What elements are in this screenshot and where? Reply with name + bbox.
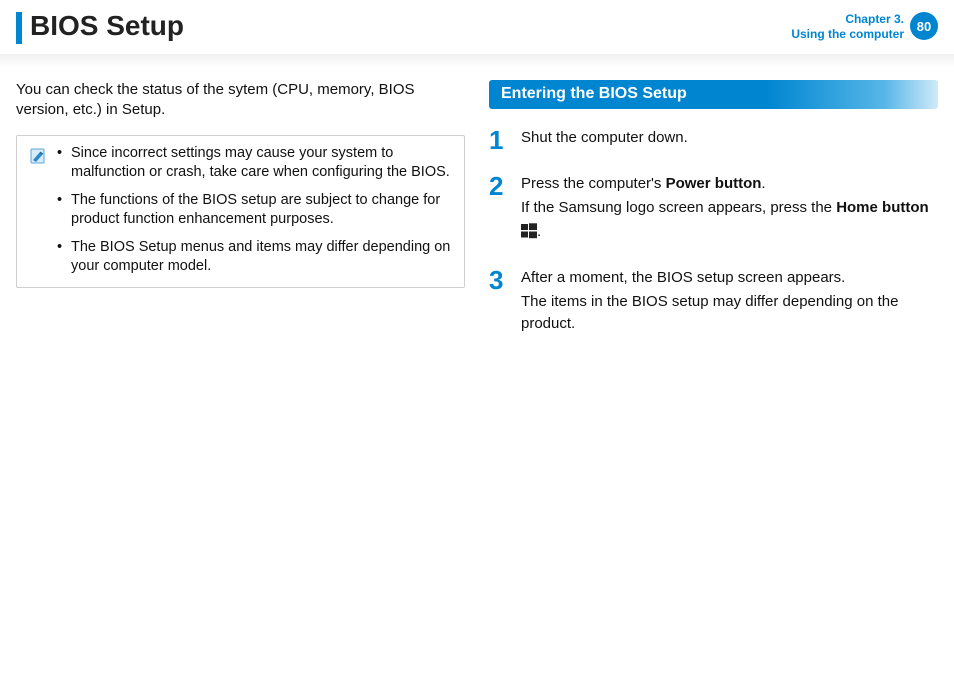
step-text: . xyxy=(521,221,929,246)
step-text: After a moment, the BIOS setup screen ap… xyxy=(521,267,938,289)
page-number-badge: 80 xyxy=(910,12,938,40)
step-3: 3 After a moment, the BIOS setup screen … xyxy=(489,267,938,336)
note-icon xyxy=(29,144,49,277)
note-box: Since incorrect settings may cause your … xyxy=(16,135,465,288)
content-area: You can check the status of the sytem (C… xyxy=(0,56,954,357)
title-accent-bar xyxy=(16,12,22,44)
chapter-line2: Using the computer xyxy=(791,27,904,42)
step-1: 1 Shut the computer down. xyxy=(489,127,938,153)
note-item: The BIOS Setup menus and items may diffe… xyxy=(57,238,452,277)
note-item: The functions of the BIOS setup are subj… xyxy=(57,191,452,230)
step-text: Press the computer's Power button. xyxy=(521,173,929,195)
header-shadow xyxy=(0,54,954,68)
step-text: The items in the BIOS setup may differ d… xyxy=(521,291,938,335)
step-body: After a moment, the BIOS setup screen ap… xyxy=(521,267,938,336)
step-2: 2 Press the computer's Power button. If … xyxy=(489,173,938,247)
intro-text: You can check the status of the sytem (C… xyxy=(16,80,465,121)
right-column: Entering the BIOS Setup 1 Shut the compu… xyxy=(489,80,938,357)
note-list: Since incorrect settings may cause your … xyxy=(57,144,452,277)
left-column: You can check the status of the sytem (C… xyxy=(16,80,465,357)
step-body: Shut the computer down. xyxy=(521,127,688,153)
chapter-line1: Chapter 3. xyxy=(791,12,904,27)
page-header: BIOS Setup Chapter 3. Using the computer… xyxy=(0,0,954,56)
step-number: 3 xyxy=(489,267,509,336)
windows-icon xyxy=(521,223,537,246)
chapter-label: Chapter 3. Using the computer xyxy=(791,12,904,42)
note-item: Since incorrect settings may cause your … xyxy=(57,144,452,183)
section-heading: Entering the BIOS Setup xyxy=(489,80,938,109)
step-text: Shut the computer down. xyxy=(521,127,688,149)
step-number: 1 xyxy=(489,127,509,153)
step-body: Press the computer's Power button. If th… xyxy=(521,173,929,247)
step-text: If the Samsung logo screen appears, pres… xyxy=(521,197,929,219)
page-title: BIOS Setup xyxy=(30,10,791,42)
step-number: 2 xyxy=(489,173,509,247)
